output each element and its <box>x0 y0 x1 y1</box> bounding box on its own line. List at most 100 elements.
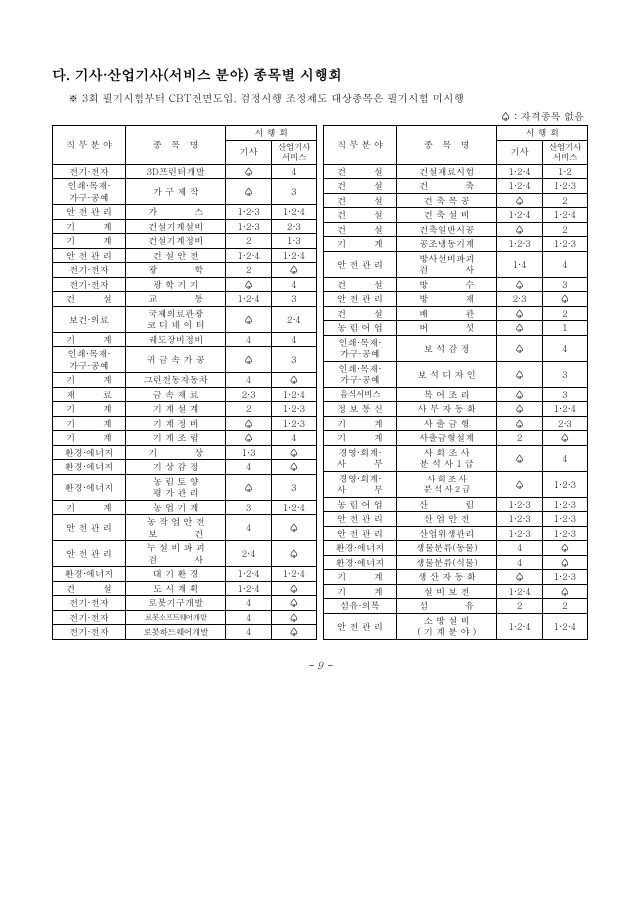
cell-col1: 1·2·4 <box>226 581 271 596</box>
table-row: 안 전 관 리산업위생관리1·2·31·2·3 <box>324 526 588 541</box>
cell-col1: 3 <box>226 500 271 515</box>
cell-field: 기 계 <box>324 237 397 252</box>
left-table: 직 무 분 야 종 목 명 시 행 회 기사 산업기사 서비스 전기·전자3D프… <box>52 125 317 640</box>
cell-name: 사출금형설계 <box>396 431 497 446</box>
section-subtitle: ※ 3회 필기시험부터 CBT전면도입, 검정시행 조정제도 대상종목은 필기시… <box>52 90 588 105</box>
cell-field: 섬유·의복 <box>324 599 397 614</box>
th-group: 시 행 회 <box>497 126 588 141</box>
cell-col2: 1·2·3 <box>542 570 587 585</box>
cell-name: 건설기계설비 <box>125 219 226 234</box>
table-row: 안 전 관 리가 스1·2·31·2·4 <box>53 205 317 220</box>
cell-col2: 2 <box>542 306 587 321</box>
table-row: 안 전 관 리소 방 설 비 ( 기 계 분 야 )1·2·41·2·4 <box>324 613 588 639</box>
cell-name: 방사선비파괴 검 사 <box>396 251 497 277</box>
cell-field: 기 계 <box>53 402 126 417</box>
cell-name: 가 구 제 작 <box>125 179 226 205</box>
cell-name: 국제의료관광 코 디 네 이 터 <box>125 306 226 332</box>
cell-col1: 4 <box>226 625 271 640</box>
cell-col1: 4 <box>226 515 271 541</box>
cell-name: 건설기계정비 <box>125 234 226 249</box>
cell-col1: 1·2·3 <box>497 526 542 541</box>
table-row: 음식서비스복 어 조 리♤3 <box>324 387 588 402</box>
cell-col1: 1·2·4 <box>226 567 271 582</box>
cell-col2: 1·2·3 <box>542 237 587 252</box>
cell-field: 경영·회계· 사 무 <box>324 445 397 471</box>
cell-field: 안 전 관 리 <box>53 541 126 567</box>
cell-field: 음식서비스 <box>324 387 397 402</box>
table-row: 정 보 통 신사 무 자 동 화♤1·2·4 <box>324 402 588 417</box>
cell-col1: ♤ <box>497 361 542 387</box>
cell-name: 농 림 토 양 평 가 관 리 <box>125 474 226 500</box>
table-row: 전기·전자로봇기구개발4♤ <box>53 596 317 611</box>
cell-col2: ♤ <box>271 541 316 567</box>
cell-col1: ♤ <box>226 164 271 179</box>
th-name: 종 목 명 <box>396 126 497 165</box>
cell-field: 기 계 <box>53 234 126 249</box>
cell-field: 기 계 <box>53 219 126 234</box>
table-row: 기 계기 계 정 비♤1·2·3 <box>53 416 317 431</box>
right-table: 직 무 분 야 종 목 명 시 행 회 기사 산업기사 서비스 건 설건설재료시… <box>323 125 588 640</box>
cell-name: 생물분류(식물) <box>396 555 497 570</box>
table-row: 전기·전자3D프린터개발♤4 <box>53 164 317 179</box>
cell-name: 사 출 금 형 <box>396 416 497 431</box>
cell-field: 건 설 <box>324 193 397 208</box>
table-row: 농 림 어 업버 섯♤1 <box>324 321 588 336</box>
cell-field: 건 설 <box>324 164 397 179</box>
table-row: 건 설건 축1·2·41·2·3 <box>324 179 588 194</box>
cell-col1: ♤ <box>497 321 542 336</box>
cell-field: 재 료 <box>53 387 126 402</box>
cell-field: 환경·에너지 <box>324 555 397 570</box>
cell-name: 금 속 재 료 <box>125 387 226 402</box>
table-row: 기 계농 업 기 계31·2·4 <box>53 500 317 515</box>
cell-col2: 3 <box>271 474 316 500</box>
cell-field: 안 전 관 리 <box>324 251 397 277</box>
table-row: 기 계기 계 설 계21·2·3 <box>53 402 317 417</box>
cell-name: 생 산 자 동 화 <box>396 570 497 585</box>
cell-name: 도 시 계 획 <box>125 581 226 596</box>
cell-col1: 2 <box>497 599 542 614</box>
cell-col1: 1·2·4 <box>226 248 271 263</box>
table-row: 기 계궤도장비정비44 <box>53 332 317 347</box>
cell-col1: ♤ <box>226 416 271 431</box>
th-name: 종 목 명 <box>125 126 226 165</box>
cell-field: 환경·에너지 <box>53 567 126 582</box>
cell-col2: 1·2·3 <box>542 471 587 497</box>
cell-field: 전기·전자 <box>53 277 126 292</box>
cell-col2: 1·2·4 <box>542 208 587 223</box>
table-row: 재 료금 속 재 료2·31·2·4 <box>53 387 317 402</box>
cell-field: 안 전 관 리 <box>53 515 126 541</box>
cell-col2: ♤ <box>271 263 316 278</box>
table-row: 안 전 관 리누 설 비 파 괴 검 사2·4♤ <box>53 541 317 567</box>
cell-name: 보 석 디 자 인 <box>396 361 497 387</box>
th-field: 직 무 분 야 <box>53 126 126 165</box>
cell-col2: 4 <box>542 251 587 277</box>
cell-name: 기 상 <box>125 445 226 460</box>
cell-col2: 3 <box>542 361 587 387</box>
cell-col2: ♤ <box>542 584 587 599</box>
page-number: - 9 - <box>52 658 588 672</box>
cell-col1: 1·2·3 <box>226 205 271 220</box>
th-col1: 기사 <box>497 140 542 164</box>
cell-field: 건 설 <box>324 179 397 194</box>
table-row: 전기·전자광 학 기 기♤4 <box>53 277 317 292</box>
cell-col2: 1 <box>542 321 587 336</box>
cell-col2: 1·2·4 <box>271 387 316 402</box>
cell-name: 건축일반시공 <box>396 222 497 237</box>
cell-col2: 1·2·3 <box>542 497 587 512</box>
cell-field: 인쇄·목재· 가구·공예 <box>324 361 397 387</box>
cell-name: 광 학 기 기 <box>125 277 226 292</box>
cell-name: 궤도장비정비 <box>125 332 226 347</box>
cell-col1: ♤ <box>497 193 542 208</box>
table-row: 안 전 관 리농 작 업 안 전 보 건4♤ <box>53 515 317 541</box>
cell-field: 기 계 <box>53 373 126 388</box>
cell-name: 농 작 업 안 전 보 건 <box>125 515 226 541</box>
table-row: 전기·전자로봇소프트웨어개발4♤ <box>53 610 317 625</box>
th-col2: 산업기사 서비스 <box>542 140 587 164</box>
cell-field: 기 계 <box>324 416 397 431</box>
cell-name: 생물분류(동물) <box>396 541 497 556</box>
cell-col2: 2·4 <box>271 306 316 332</box>
cell-name: 산 림 <box>396 497 497 512</box>
cell-col2: 4 <box>271 332 316 347</box>
table-row: 환경·에너지기 상 감 정4♤ <box>53 460 317 475</box>
cell-field: 전기·전자 <box>53 164 126 179</box>
